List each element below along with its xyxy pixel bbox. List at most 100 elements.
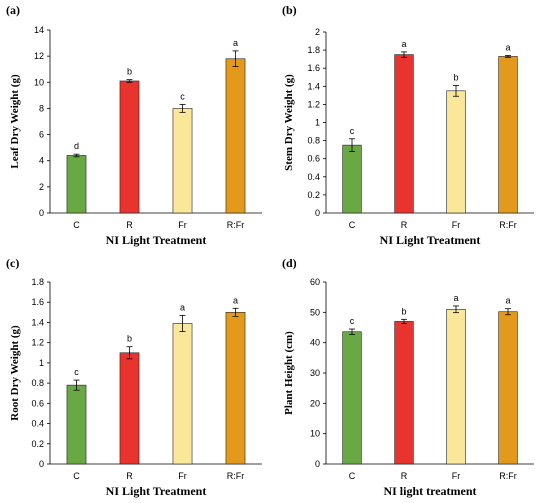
bar-r [119,352,140,465]
bar-fr [172,108,193,214]
significance-letter: b [401,306,406,316]
y-tick-label: 8 [39,103,44,113]
x-tick-label: R [401,220,408,230]
x-tick-label: R:Fr [499,471,517,481]
bar-r-fr [225,58,246,214]
y-tick-label: 0.6 [31,398,44,408]
x-tick-label: Fr [452,220,461,230]
bar-r [394,321,414,465]
y-tick-label: 4 [39,156,44,166]
bar-r-fr [498,56,518,214]
y-tick-label: 0.2 [31,439,44,449]
bar-fr [172,323,193,465]
significance-letter: a [505,43,510,53]
x-tick-label: R:Fr [227,220,245,230]
significance-letter: d [74,141,79,151]
panel-label: (c) [6,256,19,270]
y-tick-label: 1 [315,118,320,128]
significance-letter: c [180,92,185,102]
bar-r [119,80,140,214]
bar-c [342,144,362,214]
y-tick-label: 0 [315,208,320,218]
bar-r [394,54,414,214]
y-tick-label: 0.4 [31,419,44,429]
x-tick-label: Fr [452,471,461,481]
x-tick-label: C [349,220,356,230]
x-axis-title: NI Light Treatment [106,233,207,247]
y-tick-label: 1.8 [31,277,44,287]
significance-letter: a [401,39,406,49]
bar-fr [446,308,466,465]
significance-letter: b [127,67,132,77]
y-tick-label: 1.8 [307,45,320,55]
y-axis-title: Leaf Dry Weight (g) [9,74,21,169]
x-axis-title: NI light treatment [383,484,476,498]
bar-r-fr [225,312,246,465]
significance-letter: c [350,126,355,136]
bar-c [66,384,87,465]
y-tick-label: 1 [39,358,44,368]
y-tick-label: 1.2 [307,99,320,109]
x-tick-label: C [73,471,80,481]
significance-letter: a [233,38,238,48]
y-tick-label: 60 [310,277,320,287]
y-tick-label: 1.6 [307,63,320,73]
y-tick-label: 20 [310,398,320,408]
significance-letter: a [505,296,510,306]
bar-c [66,155,87,214]
y-tick-label: 1.4 [31,317,44,327]
y-tick-label: 1.6 [31,297,44,307]
y-tick-label: 10 [34,77,44,87]
significance-letter: a [233,295,238,305]
significance-letter: a [453,293,458,303]
y-tick-label: 6 [39,130,44,140]
y-tick-label: 2 [39,182,44,192]
significance-letter: c [350,316,355,326]
y-tick-label: 0 [39,208,44,218]
chart-panel-2: (b) 0 0.2 0.4 0.6 0.8 1 1.2 1.4 1.6 1.8 2 c Ca Rb Fr a R:… [282,3,534,247]
x-tick-label: Fr [178,220,187,230]
x-axis-title: NI Light Treatment [380,233,481,247]
x-tick-label: R [126,471,133,481]
y-tick-label: 2 [315,27,320,37]
y-tick-label: 1.4 [307,81,320,91]
panel-label: (a) [6,3,20,17]
y-tick-label: 30 [310,368,320,378]
x-tick-label: R:Fr [499,220,517,230]
x-tick-label: C [349,471,356,481]
y-tick-label: 0 [315,459,320,469]
chart-panel-1: (a) 0 2 4 6 8 10 12 14 d Cb Rc Fr a R:Fr NI Light Treat… [6,3,262,247]
significance-letter: c [74,367,79,377]
panel-label: (d) [282,256,297,270]
bar-c [342,331,362,465]
y-tick-label: 0.8 [307,136,320,146]
y-tick-label: 50 [310,307,320,317]
chart-panel-4: (d) 0 10 20 30 40 50 60 c Cb Ra Fr a R:Fr NI light tre… [282,256,534,498]
y-axis-title: Plant Height (cm) [283,331,295,415]
y-tick-label: 0.8 [31,378,44,388]
y-axis-title: Root Dry Weight (g) [9,325,21,421]
chart-panel-3: (c) 0 0.2 0.4 0.6 0.8 1 1.2 1.4 1.6 1.8 c Cb Ra Fr a R:F… [6,256,262,498]
x-tick-label: Fr [178,471,187,481]
bar-fr [446,90,466,214]
y-tick-label: 14 [34,25,44,35]
y-tick-label: 40 [310,338,320,348]
y-tick-label: 10 [310,429,320,439]
x-tick-label: R [126,220,133,230]
significance-letter: a [180,302,185,312]
significance-letter: b [453,72,458,82]
x-tick-label: C [73,220,80,230]
x-tick-label: R:Fr [227,471,245,481]
y-tick-label: 12 [34,51,44,61]
y-axis-title: Stem Dry Weight (g) [283,74,295,171]
y-tick-label: 0.4 [307,172,320,182]
y-tick-label: 0 [39,459,44,469]
y-tick-label: 0.6 [307,154,320,164]
x-tick-label: R [401,471,408,481]
bar-r-fr [498,311,518,465]
y-tick-label: 1.2 [31,338,44,348]
panel-label: (b) [282,3,297,17]
x-axis-title: NI Light Treatment [106,484,207,498]
significance-letter: b [127,334,132,344]
